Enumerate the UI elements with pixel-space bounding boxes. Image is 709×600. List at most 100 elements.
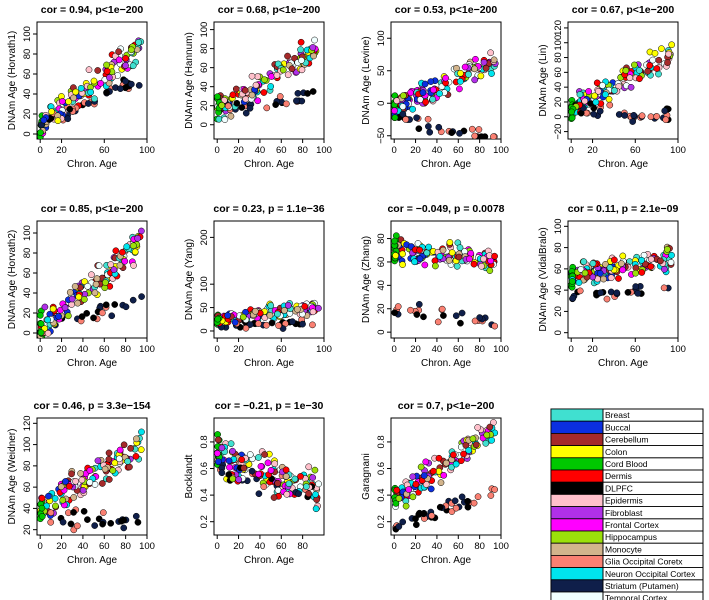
data-point <box>115 56 123 64</box>
data-point <box>624 289 632 296</box>
data-point <box>59 496 67 504</box>
data-point <box>122 303 130 311</box>
data-point <box>627 83 635 91</box>
data-point <box>438 305 446 313</box>
chart-panel-4: cor = 0.67, p<1e−200 0 20 60 100 −20 0 20 40 60 80… <box>538 4 686 170</box>
data-point <box>294 90 302 97</box>
data-point <box>242 324 250 332</box>
data-point <box>135 82 143 89</box>
data-point <box>603 295 611 303</box>
chart-title: cor = 0.46, p = 3.3e−154 <box>33 400 150 412</box>
y-tick-label: 120 <box>553 20 564 36</box>
data-point <box>399 250 406 258</box>
data-point <box>391 107 398 115</box>
data-point <box>482 64 490 72</box>
data-point <box>590 110 598 118</box>
data-point <box>423 249 431 257</box>
data-point <box>448 129 456 136</box>
data-point <box>135 38 142 46</box>
chart-title: cor = 0.85, p<1e−200 <box>41 203 144 215</box>
legend-label: Hippocampus <box>605 532 657 542</box>
x-tick-label: 100 <box>316 145 332 156</box>
data-point <box>421 261 429 269</box>
y-tick-label: 20 <box>22 308 33 319</box>
data-point <box>266 312 274 319</box>
data-point <box>229 475 237 483</box>
data-point <box>229 91 237 99</box>
data-point <box>432 262 439 270</box>
y-tick-label: 0 <box>376 330 387 335</box>
data-point <box>413 114 420 122</box>
data-point <box>436 253 444 260</box>
data-point <box>653 65 661 72</box>
data-point <box>68 470 75 478</box>
data-point <box>88 271 95 279</box>
data-point <box>651 50 659 57</box>
data-point <box>395 495 403 502</box>
y-tick-label: 60 <box>553 67 564 78</box>
data-point <box>246 321 254 328</box>
data-point <box>480 59 488 66</box>
data-point <box>412 480 420 488</box>
data-point <box>111 301 119 308</box>
y-tick-label: 20 <box>22 524 33 535</box>
x-tick-label: 0 <box>392 344 397 355</box>
data-point <box>391 114 399 121</box>
data-point <box>218 444 226 452</box>
data-point <box>282 466 290 474</box>
x-tick-label: 80 <box>297 145 308 156</box>
legend-label: Breast <box>605 410 630 420</box>
data-point <box>267 466 275 474</box>
data-point <box>303 483 310 490</box>
data-point <box>226 463 233 471</box>
data-point <box>91 95 98 103</box>
data-point <box>214 93 221 101</box>
data-point <box>66 289 74 296</box>
data-point <box>305 490 313 498</box>
y-tick-label: 40 <box>22 288 33 299</box>
data-point <box>661 265 668 273</box>
data-point <box>227 440 235 447</box>
data-point <box>632 283 640 290</box>
y-axis-label: DNAm Age (Lin) <box>538 44 549 116</box>
data-point <box>644 68 652 75</box>
x-tick-label: 40 <box>78 344 89 355</box>
y-tick-label: 60 <box>553 264 564 275</box>
data-point <box>90 77 98 85</box>
data-point <box>248 72 256 80</box>
data-point <box>274 479 282 487</box>
data-point <box>101 465 109 473</box>
legend-swatch <box>550 555 604 569</box>
data-point <box>284 52 291 60</box>
data-points <box>391 49 499 139</box>
data-point <box>619 266 627 274</box>
data-point <box>94 457 102 465</box>
data-point <box>416 246 424 254</box>
y-tick-label: 50 <box>376 65 387 76</box>
data-point <box>619 252 627 260</box>
data-point <box>232 85 240 93</box>
y-tick-label: 20 <box>376 303 387 314</box>
data-point <box>452 460 460 468</box>
data-point <box>77 470 84 477</box>
x-tick-label: 60 <box>276 541 287 552</box>
legend-label: Frontal Cortex <box>605 520 660 530</box>
data-point <box>456 244 464 251</box>
data-point <box>84 516 91 523</box>
data-point <box>110 266 118 273</box>
data-point <box>466 255 473 263</box>
data-point <box>445 257 453 264</box>
y-tick-label: 20 <box>22 109 33 120</box>
y-axis-label: DNAm Age (Levine) <box>361 36 372 124</box>
data-point <box>297 38 305 46</box>
data-point <box>434 318 442 326</box>
data-point <box>310 52 317 60</box>
data-point <box>464 503 472 511</box>
data-point <box>80 296 88 303</box>
data-point <box>657 257 664 265</box>
legend-swatch <box>550 579 604 593</box>
data-point <box>452 504 460 512</box>
data-point <box>472 441 480 449</box>
data-point <box>665 50 672 58</box>
